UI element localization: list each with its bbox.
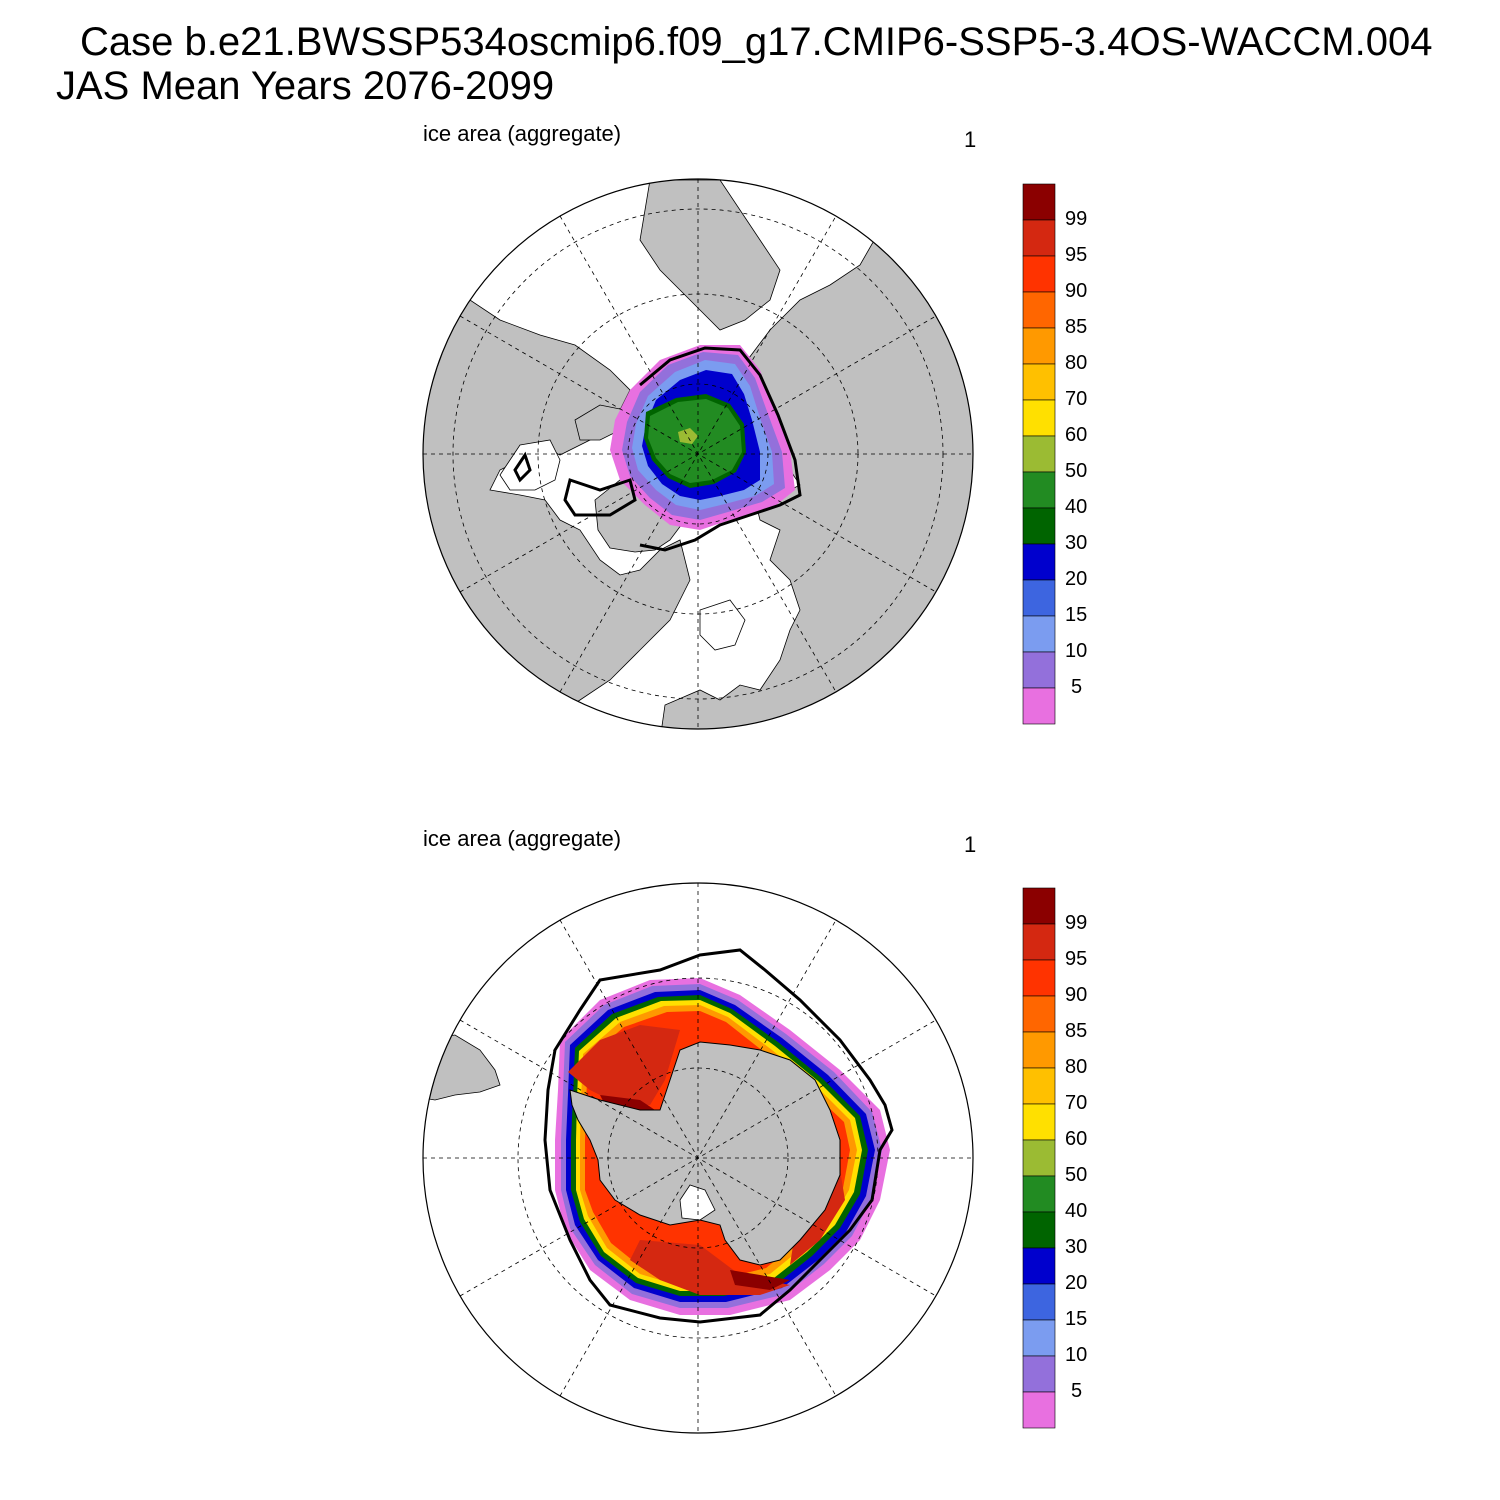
colorbar-swatch <box>1022 923 1056 961</box>
colorbar-tick-label: 60 <box>1065 1128 1088 1150</box>
antarctic-map <box>423 883 973 1433</box>
colorbar-swatch <box>1022 1355 1056 1393</box>
colorbar-tick-label: 70 <box>1065 388 1088 410</box>
south-panel-right-label: 1 <box>964 832 977 857</box>
colorbar-tick-label: 5 <box>1071 676 1083 698</box>
colorbar-tick-label: 30 <box>1065 1236 1088 1258</box>
colorbar-tick-label: 90 <box>1065 984 1088 1006</box>
colorbar-north <box>1022 183 1056 725</box>
south-panel-left-label: ice area (aggregate) <box>423 826 622 851</box>
colorbar-tick-label: 10 <box>1065 1344 1088 1366</box>
colorbar-tick-label: 20 <box>1065 1272 1088 1294</box>
arctic-ice-green <box>648 399 742 483</box>
colorbar-swatch <box>1022 615 1056 653</box>
colorbar-tick-label: 40 <box>1065 496 1088 518</box>
colorbar-swatch <box>1022 327 1056 365</box>
colorbar-tick-label: 95 <box>1065 244 1088 266</box>
colorbar-swatch <box>1022 1319 1056 1357</box>
colorbar-swatch <box>1022 995 1056 1033</box>
colorbar-swatch <box>1022 1103 1056 1141</box>
colorbar-swatch <box>1022 1283 1056 1321</box>
colorbar-tick-label: 70 <box>1065 1092 1088 1114</box>
arctic-observed-edge <box>639 346 802 552</box>
colorbar-tick-label: 30 <box>1065 532 1088 554</box>
colorbar-swatch <box>1022 1391 1056 1429</box>
colorbar-tick-label: 20 <box>1065 568 1088 590</box>
antarctic-observed-edge <box>543 948 894 1324</box>
hudson-bay <box>499 439 561 491</box>
antarctic-map-border <box>422 882 974 1434</box>
period-title: JAS Mean Years 2076-2099 <box>56 64 555 108</box>
colorbar-tick-label: 85 <box>1065 316 1088 338</box>
colorbar-tick-label: 95 <box>1065 948 1088 970</box>
colorbar-tick-label: 60 <box>1065 424 1088 446</box>
arctic-map <box>423 179 973 729</box>
colorbar-tick-label: 90 <box>1065 280 1088 302</box>
colorbar-swatch <box>1022 1211 1056 1249</box>
colorbar-swatch <box>1022 887 1056 925</box>
colorbar-tick-label: 50 <box>1065 1164 1088 1186</box>
colorbar-swatch <box>1022 363 1056 401</box>
arctic-map-border <box>422 178 974 730</box>
north-panel-right-label: 1 <box>964 127 977 152</box>
colorbar-swatch <box>1022 183 1056 221</box>
arctic-graticule <box>423 179 973 729</box>
north-panel-left-label: ice area (aggregate) <box>423 121 622 146</box>
colorbar-tick-label: 50 <box>1065 460 1088 482</box>
ross-ice-shelf <box>679 1184 716 1221</box>
colorbar-tick-label: 40 <box>1065 1200 1088 1222</box>
antarctic-graticule <box>423 883 973 1433</box>
colorbar-swatch <box>1022 543 1056 581</box>
colorbar-swatch <box>1022 435 1056 473</box>
antarctic-ice-darkred <box>568 1025 845 1295</box>
colorbar-swatch <box>1022 651 1056 689</box>
arctic-observed-edge-west <box>513 451 637 517</box>
baltic-white <box>699 599 746 651</box>
case-title: Case b.e21.BWSSP534oscmip6.f09_g17.CMIP6… <box>80 20 1433 64</box>
colorbar-tick-label: 15 <box>1065 604 1088 626</box>
colorbar-tick-label: 80 <box>1065 352 1088 374</box>
colorbar-swatch <box>1022 687 1056 725</box>
colorbar-swatch <box>1022 579 1056 617</box>
colorbar-south <box>1022 887 1056 1429</box>
land-chukotka <box>639 179 781 331</box>
colorbar-tick-label: 85 <box>1065 1020 1088 1042</box>
colorbar-swatch <box>1022 219 1056 257</box>
colorbar-swatch <box>1022 507 1056 545</box>
colorbar-tick-label: 10 <box>1065 640 1088 662</box>
colorbar-tick-label: 99 <box>1065 208 1088 230</box>
colorbar-swatch <box>1022 959 1056 997</box>
colorbar-tick-label: 5 <box>1071 1380 1083 1402</box>
colorbar-tick-label: 99 <box>1065 912 1088 934</box>
colorbar-swatch <box>1022 1067 1056 1105</box>
colorbar-tick-label: 80 <box>1065 1056 1088 1078</box>
colorbar-swatch <box>1022 1247 1056 1285</box>
colorbar-swatch <box>1022 1139 1056 1177</box>
arctic-ice-olive <box>678 428 698 444</box>
colorbar-swatch <box>1022 255 1056 293</box>
land-north-america <box>423 299 691 729</box>
colorbar-swatch <box>1022 399 1056 437</box>
colorbar-swatch <box>1022 291 1056 329</box>
colorbar-swatch <box>1022 1031 1056 1069</box>
colorbar-swatch <box>1022 471 1056 509</box>
colorbar-tick-label: 15 <box>1065 1308 1088 1330</box>
colorbar-swatch <box>1022 1175 1056 1213</box>
